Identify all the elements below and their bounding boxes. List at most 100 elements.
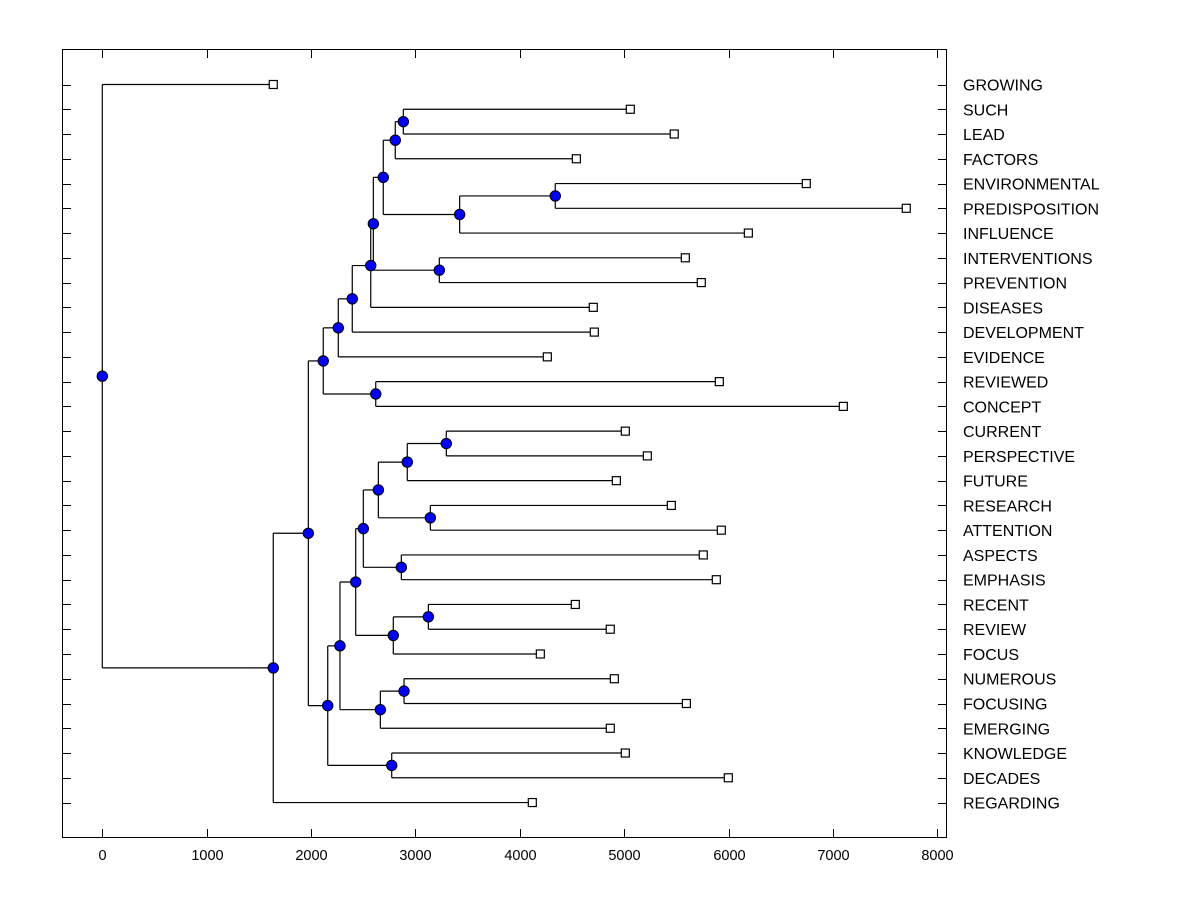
x-tick-label: 5000 <box>608 848 640 864</box>
leaf-marker <box>589 327 599 337</box>
leaf-label: DISEASES <box>963 300 1043 317</box>
cluster-node <box>395 561 408 574</box>
leaf-label: PERSPECTIVE <box>963 449 1075 466</box>
cluster-node <box>96 370 109 382</box>
cluster-node <box>387 629 399 642</box>
leaf-marker <box>666 500 676 511</box>
cluster-node <box>357 522 370 535</box>
axis-ticks <box>62 49 947 838</box>
leaf-label: NUMEROUS <box>963 672 1056 689</box>
cluster-node <box>367 218 380 230</box>
leaf-label: INTERVENTIONS <box>963 251 1093 268</box>
cluster-node <box>346 293 358 305</box>
cluster-node <box>372 484 385 496</box>
cluster-node <box>332 322 344 334</box>
leaf-label: EMERGING <box>963 721 1050 738</box>
leaf-marker <box>711 575 721 585</box>
cluster-node <box>397 115 410 128</box>
x-tick-label: 0 <box>98 848 106 864</box>
x-tick-label: 7000 <box>817 848 849 864</box>
cluster-node <box>401 456 413 468</box>
cluster-node <box>440 437 453 450</box>
cluster-node <box>398 685 410 697</box>
leaf-marker <box>680 253 690 263</box>
leaf-label: DEVELOPMENT <box>963 325 1084 342</box>
leaf-marker <box>609 674 619 684</box>
cluster-node <box>317 355 329 367</box>
leaf-marker <box>625 104 635 114</box>
cluster-node <box>386 759 398 772</box>
leaf-label: EMPHASIS <box>963 573 1046 590</box>
leaf-marker <box>611 476 621 486</box>
leaf-label: KNOWLEDGE <box>963 746 1067 763</box>
cluster-node <box>453 208 466 221</box>
leaf-marker <box>620 426 630 436</box>
tree-leaves <box>268 79 911 808</box>
leaf-marker <box>605 624 615 634</box>
leaf-label: DECADES <box>963 771 1040 788</box>
leaf-label: ASPECTS <box>963 548 1038 565</box>
x-tick-label: 3000 <box>399 848 431 864</box>
leaf-label: GROWING <box>963 78 1043 95</box>
leaf-label: LEAD <box>963 127 1005 144</box>
cluster-node <box>334 640 346 652</box>
x-tick-label: 4000 <box>504 848 536 864</box>
leaf-marker <box>588 302 598 312</box>
cluster-node <box>350 576 362 588</box>
plot-frame <box>62 49 947 838</box>
leaf-label: INFLUENCE <box>963 226 1054 243</box>
leaf-marker <box>542 352 552 362</box>
leaf-marker <box>642 451 652 461</box>
leaf-label: REGARDING <box>963 796 1060 813</box>
leaf-label: CONCEPT <box>963 399 1041 416</box>
tree-nodes <box>96 115 561 772</box>
cluster-node <box>422 611 435 623</box>
leaf-label: ENVIRONMENTAL <box>963 177 1100 194</box>
leaf-label: RECENT <box>963 597 1029 614</box>
leaf-label: FOCUS <box>963 647 1019 664</box>
leaf-marker <box>570 599 580 610</box>
leaf-marker <box>527 797 537 808</box>
leaf-marker <box>669 129 679 139</box>
leaf-label: REVIEWED <box>963 375 1048 392</box>
leaf-label: EVIDENCE <box>963 350 1045 367</box>
cluster-node <box>433 264 446 276</box>
leaf-labels: GROWING SUCH LEAD FACTORS ENVIRONMENTAL PREDI… <box>963 78 1100 813</box>
leaf-marker <box>838 401 848 411</box>
leaf-marker <box>801 178 811 189</box>
cluster-node <box>549 190 561 202</box>
cluster-node <box>374 703 387 716</box>
leaf-marker <box>901 203 911 213</box>
x-tick-label: 6000 <box>713 848 745 864</box>
leaf-marker <box>714 377 724 387</box>
leaf-marker <box>268 79 278 90</box>
leaf-label: ATTENTION <box>963 523 1052 540</box>
leaf-label: RESEARCH <box>963 498 1052 515</box>
leaf-marker <box>605 723 615 733</box>
tree-links <box>101 83 907 804</box>
x-tick-label: 2000 <box>295 848 327 864</box>
leaf-marker <box>716 525 726 535</box>
leaf-marker <box>535 649 545 659</box>
leaf-label: FUTURE <box>963 474 1028 491</box>
leaf-marker <box>696 277 706 288</box>
leaf-marker <box>723 773 733 783</box>
x-tick-labels: 0 1000 2000 3000 4000 5000 6000 7000 8000 <box>98 848 953 864</box>
leaf-label: FOCUSING <box>963 697 1047 714</box>
leaf-label: REVIEW <box>963 622 1027 639</box>
cluster-node <box>377 171 389 184</box>
cluster-node <box>267 662 279 674</box>
leaf-label: SUCH <box>963 102 1008 119</box>
cluster-node <box>370 388 382 400</box>
leaf-marker <box>743 228 753 238</box>
leaf-marker <box>571 154 581 164</box>
leaf-marker <box>620 748 630 758</box>
leaf-marker <box>681 698 691 709</box>
leaf-marker <box>698 550 708 560</box>
cluster-node <box>302 527 315 539</box>
leaf-label: CURRENT <box>963 424 1041 441</box>
leaf-label: FACTORS <box>963 152 1038 169</box>
leaf-label: PREDISPOSITION <box>963 201 1099 218</box>
x-tick-label: 8000 <box>921 848 953 864</box>
